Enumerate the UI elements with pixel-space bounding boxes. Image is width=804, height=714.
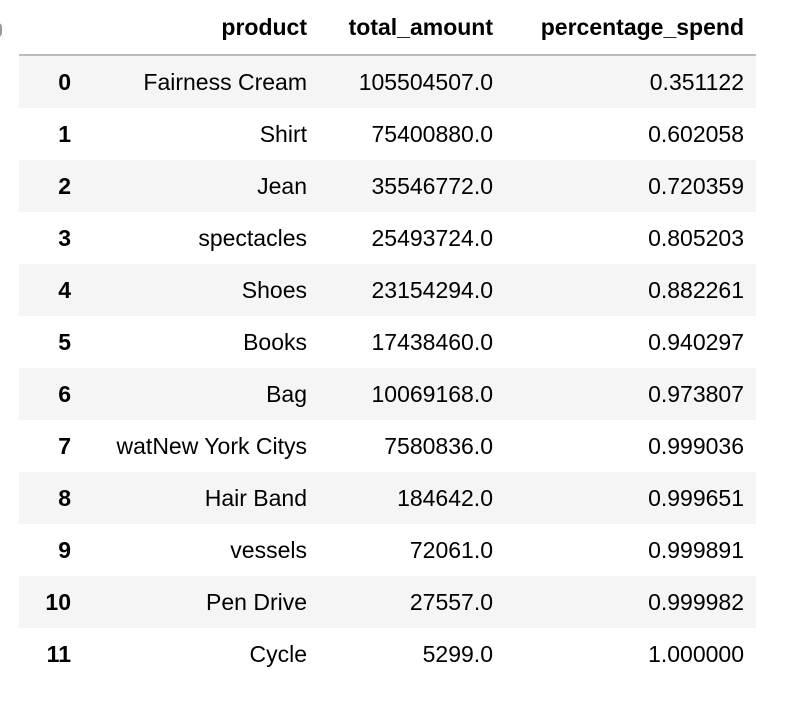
row-index: 7 <box>58 432 71 459</box>
row-index: 8 <box>58 484 71 511</box>
row-index: 3 <box>58 224 71 251</box>
cell-percentage-spend: 1.000000 <box>648 640 744 667</box>
cell-total-amount: 72061.0 <box>409 536 493 563</box>
row-index: 2 <box>58 172 71 199</box>
row-index: 4 <box>58 276 71 303</box>
cell-product: Shirt <box>259 120 307 147</box>
cell-product: spectacles <box>198 224 307 251</box>
cell-total-amount: 7580836.0 <box>384 432 493 459</box>
cell-total-amount: 23154294.0 <box>371 276 493 303</box>
row-index: 9 <box>58 536 71 563</box>
cell-product: Shoes <box>241 276 307 303</box>
index-header <box>19 0 83 56</box>
cell-total-amount: 17438460.0 <box>371 328 493 355</box>
cell-product: Hair Band <box>204 484 307 511</box>
collapse-marker[interactable] <box>0 23 2 37</box>
cell-total-amount: 25493724.0 <box>371 224 493 251</box>
cell-product: Cycle <box>249 640 307 667</box>
table-header: product total_amount percentage_spend <box>19 0 756 56</box>
table-row: 8 Hair Band 184642.0 0.999651 <box>19 472 756 524</box>
cell-product: Fairness Cream <box>143 68 307 95</box>
cell-total-amount: 10069168.0 <box>371 380 493 407</box>
cell-total-amount: 105504507.0 <box>358 68 493 95</box>
table-row: 10 Pen Drive 27557.0 0.999982 <box>19 576 756 628</box>
cell-product: Books <box>243 328 307 355</box>
dataframe-table: product total_amount percentage_spend 0 F… <box>19 0 756 680</box>
row-index: 10 <box>45 588 71 615</box>
row-index: 11 <box>46 640 71 667</box>
row-index: 1 <box>58 120 71 147</box>
cell-percentage-spend: 0.720359 <box>648 172 744 199</box>
cell-product: Bag <box>266 380 307 407</box>
table-row: 9 vessels 72061.0 0.999891 <box>19 524 756 576</box>
table-row: 11 Cycle 5299.0 1.000000 <box>19 628 756 680</box>
table-row: 7 watNew York Citys 7580836.0 0.999036 <box>19 420 756 472</box>
table-row: 6 Bag 10069168.0 0.973807 <box>19 368 756 420</box>
cell-percentage-spend: 0.999651 <box>648 484 744 511</box>
header-row: product total_amount percentage_spend <box>19 0 756 56</box>
cell-total-amount: 35546772.0 <box>371 172 493 199</box>
row-index: 0 <box>58 68 71 95</box>
cell-percentage-spend: 0.805203 <box>648 224 744 251</box>
row-index: 6 <box>58 380 71 407</box>
cell-percentage-spend: 0.999982 <box>648 588 744 615</box>
cell-product: watNew York Citys <box>116 432 307 459</box>
table-row: 2 Jean 35546772.0 0.720359 <box>19 160 756 212</box>
cell-total-amount: 75400880.0 <box>371 120 493 147</box>
column-header-percentage-spend: percentage_spend <box>505 0 756 56</box>
cell-percentage-spend: 0.999891 <box>648 536 744 563</box>
table-row: 5 Books 17438460.0 0.940297 <box>19 316 756 368</box>
table-row: 4 Shoes 23154294.0 0.882261 <box>19 264 756 316</box>
table-row: 1 Shirt 75400880.0 0.602058 <box>19 108 756 160</box>
cell-percentage-spend: 0.940297 <box>648 328 744 355</box>
cell-total-amount: 184642.0 <box>397 484 493 511</box>
column-header-product: product <box>83 0 319 56</box>
table-row: 3 spectacles 25493724.0 0.805203 <box>19 212 756 264</box>
cell-percentage-spend: 0.882261 <box>648 276 744 303</box>
cell-percentage-spend: 0.973807 <box>648 380 744 407</box>
table-body: 0 Fairness Cream 105504507.0 0.351122 1 Shirt… <box>19 55 756 680</box>
cell-percentage-spend: 0.351122 <box>649 68 744 95</box>
cell-percentage-spend: 0.602058 <box>648 120 744 147</box>
cell-percentage-spend: 0.999036 <box>648 432 744 459</box>
table-row: 0 Fairness Cream 105504507.0 0.351122 <box>19 55 756 108</box>
cell-total-amount: 27557.0 <box>409 588 493 615</box>
column-header-total-amount: total_amount <box>319 0 505 56</box>
cell-total-amount: 5299.0 <box>422 640 493 667</box>
cell-product: vessels <box>230 536 307 563</box>
cell-product: Jean <box>257 172 307 199</box>
cell-product: Pen Drive <box>206 588 307 615</box>
row-index: 5 <box>58 328 71 355</box>
